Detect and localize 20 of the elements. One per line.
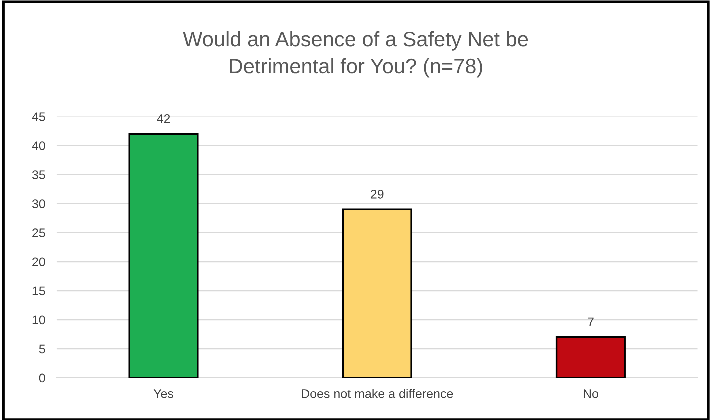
y-tick-label: 5 [39, 344, 46, 354]
data-label: 42 [157, 114, 170, 124]
x-tick-label: Does not make a difference [302, 389, 454, 398]
bar [342, 208, 412, 378]
chart-title: Would an Absence of a Safety Net be Detrimental for You? (n=78) [183, 31, 528, 78]
x-tick-label: No [584, 390, 598, 398]
y-tick-label: 45 [32, 112, 46, 122]
y-tick-label: 35 [32, 170, 46, 180]
bar [556, 336, 626, 378]
y-tick-label: 25 [32, 228, 46, 238]
y-tick-label: 40 [32, 142, 46, 150]
y-tick-label: 15 [32, 286, 46, 296]
data-label: 7 [588, 318, 594, 326]
y-tick-label: 30 [32, 200, 46, 208]
y-tick-label: 0 [39, 374, 46, 383]
x-tick-label: Yes [154, 390, 174, 398]
bar [128, 133, 199, 378]
y-tick-label: 10 [32, 316, 46, 325]
data-label: 29 [371, 190, 384, 199]
y-tick-label: 20 [32, 258, 46, 267]
